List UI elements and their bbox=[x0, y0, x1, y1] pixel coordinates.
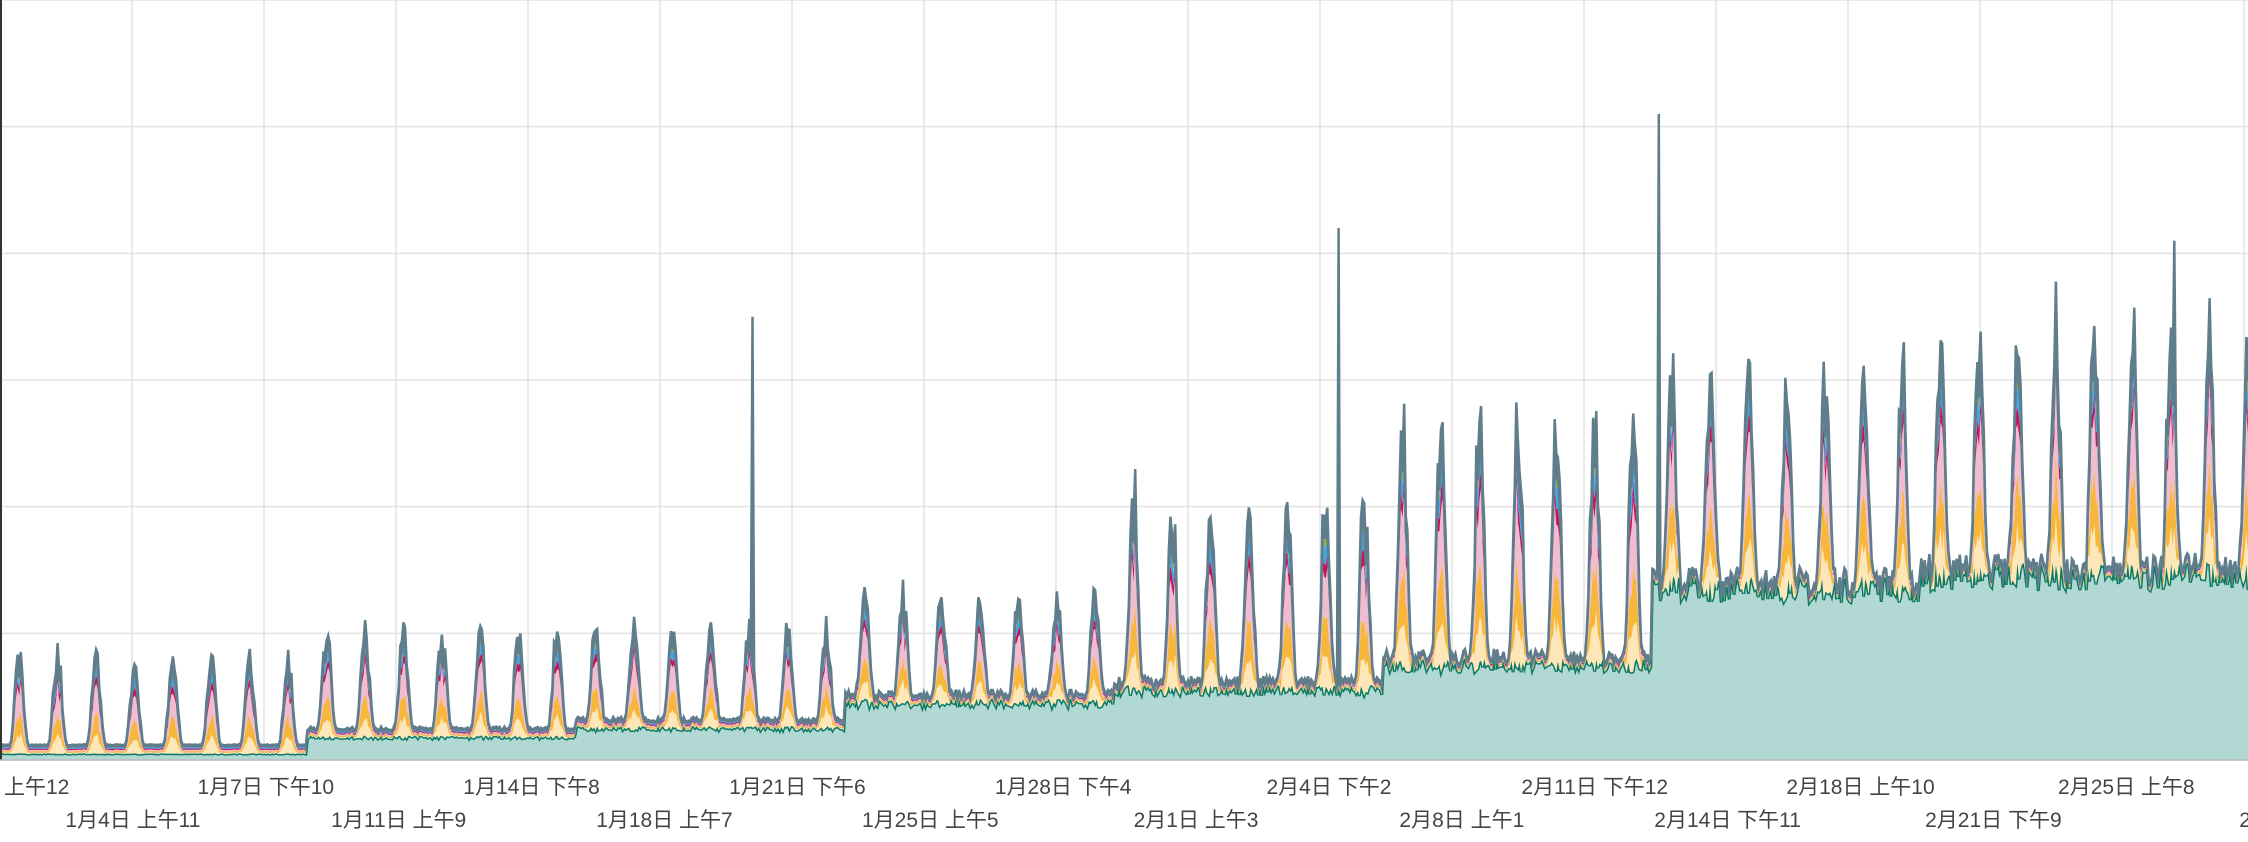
x-tick-label-row2-2: 1月18日 上午7 bbox=[596, 809, 733, 832]
x-tick-label-row2-0: 1月4日 上午11 bbox=[65, 809, 200, 832]
x-tick-label-row2-7: 2月21日 下午9 bbox=[1925, 809, 2062, 832]
area-series-slate-top bbox=[0, 113, 2248, 749]
x-tick-label-row1-3: 1月21日 下午6 bbox=[729, 776, 866, 799]
x-tick-label-row2-4: 2月1日 上午3 bbox=[1134, 809, 1259, 832]
area-series-base bbox=[0, 561, 2248, 760]
x-tick-label-row1-2: 1月14日 下午8 bbox=[463, 776, 600, 799]
x-tick-label-row1-6: 2月11日 下午12 bbox=[1521, 776, 1668, 799]
x-tick-label-row2-1: 1月11日 上午9 bbox=[331, 809, 466, 832]
x-tick-label-row1-5: 2月4日 下午2 bbox=[1267, 776, 1392, 799]
x-tick-label-row1-4: 1月28日 下午4 bbox=[995, 776, 1132, 799]
x-tick-label-row2-8: 2月28 bbox=[2239, 809, 2248, 832]
x-tick-label-row2-3: 1月25日 上午5 bbox=[862, 809, 999, 832]
stacked-areas bbox=[0, 113, 2248, 760]
x-tick-labels: 上午12 1月7日 下午10 1月14日 下午8 1月21日 下午6 1月28日 下午4… bbox=[4, 776, 2248, 832]
x-tick-label-row1-7: 2月18日 上午10 bbox=[1786, 776, 1934, 799]
x-tick-label-row2-6: 2月14日 下午11 bbox=[1654, 809, 1801, 832]
axes bbox=[0, 0, 2248, 761]
x-tick-label-row1-0: 上午12 bbox=[4, 776, 69, 799]
x-tick-label-row1-8: 2月25日 上午8 bbox=[2058, 776, 2195, 799]
x-tick-label-row1-1: 1月7日 下午10 bbox=[198, 776, 335, 799]
x-tick-label-row2-5: 2月8日 上午1 bbox=[1399, 809, 1524, 832]
